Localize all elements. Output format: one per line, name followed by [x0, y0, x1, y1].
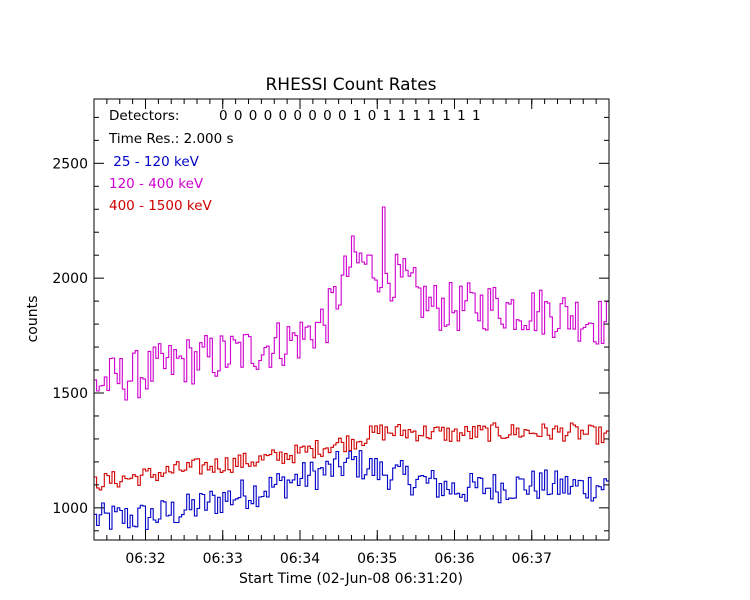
series-line — [94, 422, 609, 491]
series-line — [94, 450, 609, 531]
series-line — [94, 206, 609, 401]
y-tick-label: 2000 — [52, 271, 88, 287]
tick-layer: 06:32 06:33 06:34 06:35 06:36 06:37 1000 1500 20… — [52, 99, 610, 567]
legend-entry-25-120: 25 - 120 keV — [109, 154, 200, 170]
x-tick-label: 06:35 — [357, 551, 397, 567]
detectors-value: 0 0 0 0 0 0 0 0 0 1 0 1 1 1 1 1 1 1 — [219, 108, 482, 124]
legend-entry-400-1500: 400 - 1500 keV — [109, 198, 213, 214]
chart-title: RHESSI Count Rates — [265, 75, 436, 95]
x-axis-label: Start Time (02-Jun-08 06:31:20) — [239, 571, 463, 587]
time-resolution-label: Time Res.: 2.000 s — [108, 131, 234, 147]
x-tick-label: 06:37 — [512, 551, 552, 567]
x-tick-label: 06:32 — [125, 551, 165, 567]
y-axis-label: counts — [25, 296, 41, 343]
legend-entry-120-400: 120 - 400 keV — [109, 176, 204, 192]
y-tick-label: 2500 — [52, 156, 88, 172]
x-tick-label: 06:33 — [203, 551, 243, 567]
y-tick-label: 1000 — [52, 501, 88, 517]
y-tick-label: 1500 — [52, 386, 88, 402]
series-layer — [94, 206, 609, 531]
x-tick-label: 06:36 — [434, 551, 474, 567]
x-tick-label: 06:34 — [280, 551, 320, 567]
detectors-label: Detectors: — [109, 108, 179, 124]
